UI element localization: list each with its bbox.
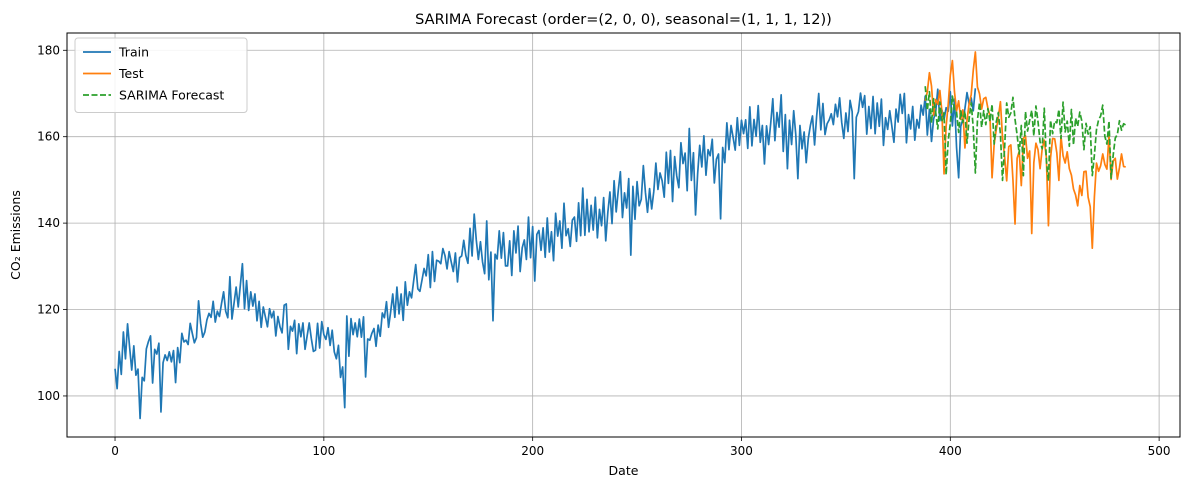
x-tick-label: 100	[312, 444, 335, 458]
y-tick-label: 180	[37, 43, 60, 57]
x-tick-label: 0	[111, 444, 119, 458]
x-tick-label: 400	[939, 444, 962, 458]
x-axis-ticks: 0 100 200 300 400 500	[111, 437, 1171, 458]
legend-label: Test	[118, 66, 144, 81]
legend-box	[74, 37, 248, 113]
y-tick-label: 140	[37, 216, 60, 230]
y-tick-label: 120	[37, 303, 60, 317]
y-axis-ticks: 100 120 140 160 180	[37, 43, 67, 403]
x-tick-label: 300	[730, 444, 753, 458]
series-line-train	[114, 88, 977, 420]
plot-frame	[66, 32, 1181, 438]
legend-label: Train	[118, 45, 149, 60]
series-lines	[114, 51, 1127, 420]
chart-title: SARIMA Forecast (order=(2, 0, 0), season…	[415, 12, 832, 28]
x-tick-label: 200	[521, 444, 544, 458]
y-axis-label: CO₂ Emissions	[8, 190, 23, 280]
legend: Train Test SARIMA Forecast	[74, 37, 248, 113]
series-line-sarima-forecast	[924, 86, 1127, 182]
x-axis-label: Date	[609, 463, 639, 478]
y-tick-label: 100	[37, 389, 60, 403]
y-tick-label: 160	[37, 130, 60, 144]
legend-label: SARIMA Forecast	[119, 88, 224, 103]
legend-entries: Train Test SARIMA Forecast	[83, 45, 224, 103]
x-tick-label: 500	[1148, 444, 1171, 458]
